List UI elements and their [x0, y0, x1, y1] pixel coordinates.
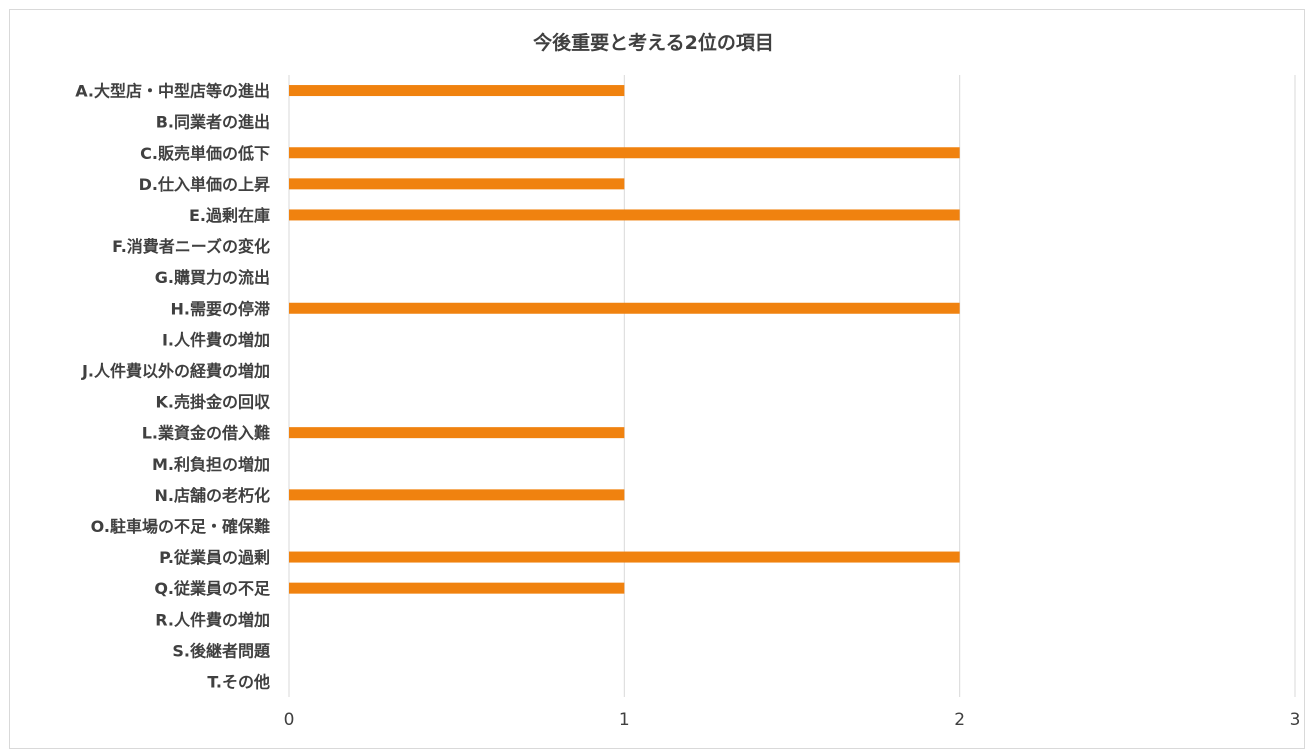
bar [289, 302, 960, 314]
bar [289, 427, 625, 439]
bar [289, 489, 625, 501]
bar [289, 85, 625, 97]
bar [289, 582, 625, 594]
category-label: P.従業員の過剰 [159, 548, 270, 567]
category-label: S.後継者問題 [172, 641, 271, 660]
category-label: N.店舗の老朽化 [155, 486, 270, 505]
category-label: Q.従業員の不足 [154, 579, 271, 598]
category-label: J.人件費以外の経費の増加 [81, 361, 270, 380]
category-label: A.大型店・中型店等の進出 [75, 82, 270, 101]
category-label: L.業資金の借入難 [142, 424, 270, 443]
bar [289, 551, 960, 563]
category-label: D.仕入単価の上昇 [139, 175, 270, 194]
category-label: B.同業者の進出 [156, 113, 270, 132]
category-label: O.駐車場の不足・確保難 [91, 517, 270, 536]
category-label: K.売掛金の回収 [156, 393, 271, 412]
category-label: I.人件費の増加 [162, 330, 270, 349]
x-tick-labels: 0 1 2 3 [284, 710, 1301, 730]
category-label: C.販売単価の低下 [140, 144, 270, 163]
bar [289, 178, 625, 190]
category-label: T.その他 [207, 672, 270, 691]
category-labels: A.大型店・中型店等の進出 B.同業者の進出 C.販売単価の低下 D.仕入単価の上昇 E… [75, 82, 271, 692]
gridlines [288, 75, 1296, 697]
x-tick-label: 1 [619, 710, 630, 730]
category-label: E.過剰在庫 [189, 206, 270, 225]
chart-title: 今後重要と考える2位の項目 [533, 32, 774, 54]
category-label: M.利負担の増加 [152, 455, 270, 474]
category-label: H.需要の停滞 [171, 299, 270, 318]
bar [289, 147, 960, 159]
bar [289, 209, 960, 221]
category-label: F.消費者ニーズの変化 [112, 237, 270, 256]
x-tick-label: 2 [954, 710, 965, 730]
x-tick-label: 3 [1290, 710, 1301, 730]
category-label: R.人件費の増加 [155, 610, 270, 629]
bars [289, 85, 960, 594]
category-label: G.購買力の流出 [155, 268, 270, 287]
chart-frame [9, 9, 1305, 749]
x-tick-label: 0 [284, 710, 295, 730]
